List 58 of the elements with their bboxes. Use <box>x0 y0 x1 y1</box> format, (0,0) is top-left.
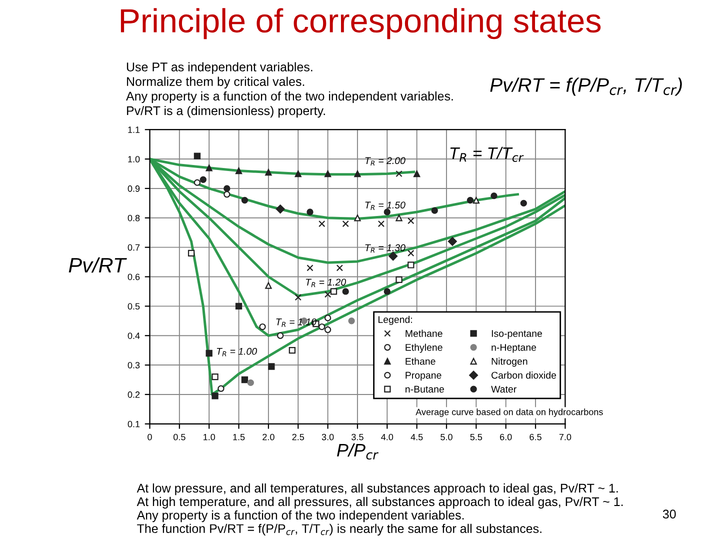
text: Pv/RT is a (dimensionless) property. <box>127 106 325 118</box>
y-tick-label: 0.3 <box>128 362 140 368</box>
text: Any property is a function of the two independent variables. <box>136 510 464 522</box>
legend-label: Propane <box>406 372 442 381</box>
x-tick-label: 3.0 <box>322 434 334 440</box>
chart-title: Principle of corresponding states <box>120 8 601 40</box>
x-axis-title: P/P$_{cr}$ <box>337 443 379 460</box>
x-tick-label: 0 <box>148 434 152 440</box>
legend-label: Iso-pentane <box>492 330 542 339</box>
text: Pv/RT = f(P/P$_{cr}$, T/T$_{cr}$) <box>490 78 682 96</box>
y-tick-label: 0.4 <box>128 332 140 339</box>
x-tick-label: 4.5 <box>410 434 423 440</box>
legend-label: Ethane <box>406 358 436 365</box>
legend-label: Water <box>491 386 516 393</box>
y-tick-label: 0.6 <box>128 274 140 280</box>
x-tick-label: 3.5 <box>352 434 364 440</box>
y-tick-label: 0.2 <box>128 391 140 398</box>
x-tick-label: 5.0 <box>440 434 452 440</box>
x-tick-label: 5.5 <box>470 434 482 440</box>
annotation: T$_{R}$ = 1.20 <box>306 278 346 288</box>
y-tick-label: 0.1 <box>128 420 140 428</box>
text: At high temperature, and all pressures, all substances approach to ideal gas, Pv/RT ~ 1. <box>136 496 623 509</box>
y-axis-title: Pv/RT <box>68 257 127 273</box>
text: The function Pv/RT = f(P/P$_{cr}$, T/T$_{cr}$) is nearly the same for all substances. <box>137 524 542 536</box>
x-tick-label: 6.5 <box>530 434 542 440</box>
legend-label: Carbon dioxide <box>492 372 556 379</box>
annotation: T$_{R}$ = 1.00 <box>216 348 257 356</box>
legend-label: n-Butane <box>406 386 444 393</box>
legend-label: Nitrogen <box>492 358 528 367</box>
legend-label: Methane <box>406 330 442 337</box>
x-tick-label: 4.0 <box>381 434 394 440</box>
text: 30 <box>662 510 676 519</box>
text: Use PT as independent variables. <box>126 62 312 74</box>
y-tick-label: 0.7 <box>128 244 140 251</box>
x-tick-label: 2.5 <box>292 434 304 440</box>
y-tick-label: 0.9 <box>128 185 140 192</box>
annotation: T$_{R}$ = 1.10 <box>276 318 316 327</box>
text: Normalize them by critical vales. <box>127 76 304 88</box>
annotation: T$_{R}$ = 1.30 <box>365 244 406 253</box>
y-tick-label: 0.8 <box>128 214 140 222</box>
y-tick-label: 1.1 <box>128 126 140 133</box>
annotation: Average curve based on data on hydrocarbons <box>416 408 603 417</box>
x-tick-label: 1.5 <box>233 434 245 440</box>
x-tick-label: 2.0 <box>262 434 274 440</box>
text: At low pressure, and all temperatures, all substances approach to ideal gas, Pv/RT ~ 1. <box>136 483 618 496</box>
annotation: T$_{R}$ = 2.00 <box>365 157 406 166</box>
annotation: T$_{R}$ = 1.50 <box>365 202 406 210</box>
y-tick-label: 0.5 <box>128 303 140 310</box>
legend-label: Ethylene <box>406 344 442 353</box>
legend-label: n-Heptane <box>492 344 536 353</box>
text: Any property is a function of the two independent variables. <box>126 91 453 104</box>
x-tick-label: 6.0 <box>500 434 512 440</box>
x-tick-label: 1.0 <box>204 434 216 440</box>
x-tick-label: 0.5 <box>174 434 186 440</box>
annotation: T$_{R}$ = T/T$_{cr}$ <box>450 146 524 162</box>
x-tick-label: 7.0 <box>559 434 572 440</box>
y-tick-label: 1.0 <box>128 156 140 162</box>
legend-title: Legend: <box>378 316 412 325</box>
